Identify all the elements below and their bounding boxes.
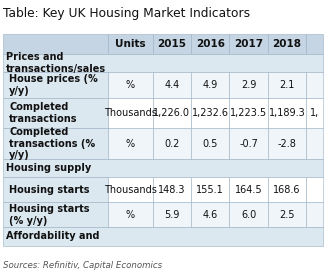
Text: Completed
transactions (%
y/y): Completed transactions (% y/y) (9, 127, 95, 160)
Text: 4.4: 4.4 (164, 80, 179, 90)
Text: Completed
transactions: Completed transactions (9, 102, 78, 124)
Text: 6.0: 6.0 (241, 210, 256, 220)
Text: 0.5: 0.5 (202, 139, 218, 149)
Text: 5.9: 5.9 (164, 210, 179, 220)
Bar (3, 54, 323, 72)
Bar (191, 34, 229, 54)
Text: Units: Units (115, 39, 146, 49)
Bar (3, 177, 108, 202)
Text: Housing supply: Housing supply (6, 163, 91, 173)
Text: 2.1: 2.1 (280, 80, 295, 90)
Bar (108, 128, 153, 159)
Text: Housing starts: Housing starts (9, 185, 90, 195)
Bar (229, 128, 268, 159)
Bar (108, 177, 153, 202)
Text: 2017: 2017 (234, 39, 263, 49)
Text: %: % (126, 80, 135, 90)
Bar (3, 159, 323, 177)
Bar (268, 202, 306, 227)
Bar (229, 72, 268, 98)
Bar (268, 98, 306, 128)
Bar (229, 98, 268, 128)
Bar (3, 34, 108, 54)
Text: Table: Key UK Housing Market Indicators: Table: Key UK Housing Market Indicators (3, 7, 250, 20)
Text: -2.8: -2.8 (278, 139, 296, 149)
Text: 1,: 1, (310, 108, 319, 118)
Bar (3, 72, 108, 98)
Text: 2.9: 2.9 (241, 80, 256, 90)
Text: 148.3: 148.3 (158, 185, 186, 195)
Text: 2.5: 2.5 (280, 210, 295, 220)
Text: 4.6: 4.6 (203, 210, 218, 220)
Bar (229, 177, 268, 202)
Text: Prices and
transactions/sales: Prices and transactions/sales (6, 52, 106, 74)
Bar (306, 177, 323, 202)
Bar (268, 72, 306, 98)
Bar (3, 98, 108, 128)
Text: Thousands: Thousands (104, 185, 157, 195)
Bar (306, 98, 323, 128)
Bar (229, 34, 268, 54)
Text: 2016: 2016 (196, 39, 225, 49)
Bar (153, 34, 191, 54)
Text: 164.5: 164.5 (235, 185, 263, 195)
Text: House prices (%
y/y): House prices (% y/y) (9, 74, 98, 96)
Bar (3, 202, 108, 227)
Text: Sources: Refinitiv, Capital Economics: Sources: Refinitiv, Capital Economics (3, 261, 162, 270)
Bar (3, 128, 108, 159)
Bar (306, 202, 323, 227)
Bar (108, 34, 153, 54)
Bar (268, 177, 306, 202)
Text: Housing starts
(% y/y): Housing starts (% y/y) (9, 204, 90, 225)
Text: 1,226.0: 1,226.0 (153, 108, 190, 118)
Text: 1,223.5: 1,223.5 (230, 108, 267, 118)
Bar (229, 202, 268, 227)
Text: 155.1: 155.1 (196, 185, 224, 195)
Text: -0.7: -0.7 (239, 139, 258, 149)
Bar (268, 34, 306, 54)
Bar (306, 72, 323, 98)
Bar (108, 72, 153, 98)
Bar (306, 34, 323, 54)
Bar (3, 227, 323, 246)
Bar (153, 98, 191, 128)
Bar (191, 177, 229, 202)
Text: 4.9: 4.9 (203, 80, 218, 90)
Bar (191, 98, 229, 128)
Text: 2018: 2018 (273, 39, 302, 49)
Bar (191, 72, 229, 98)
Bar (108, 202, 153, 227)
Text: %: % (126, 139, 135, 149)
Bar (191, 128, 229, 159)
Text: 168.6: 168.6 (273, 185, 301, 195)
Text: Affordability and: Affordability and (6, 232, 99, 241)
Bar (191, 202, 229, 227)
Text: 1,232.6: 1,232.6 (192, 108, 229, 118)
Bar (306, 128, 323, 159)
Text: %: % (126, 210, 135, 220)
Bar (153, 128, 191, 159)
Text: Thousands: Thousands (104, 108, 157, 118)
Text: 2015: 2015 (157, 39, 186, 49)
Bar (108, 98, 153, 128)
Bar (153, 72, 191, 98)
Text: 0.2: 0.2 (164, 139, 179, 149)
Bar (268, 128, 306, 159)
Bar (153, 202, 191, 227)
Bar (153, 177, 191, 202)
Text: 1,189.3: 1,189.3 (269, 108, 306, 118)
